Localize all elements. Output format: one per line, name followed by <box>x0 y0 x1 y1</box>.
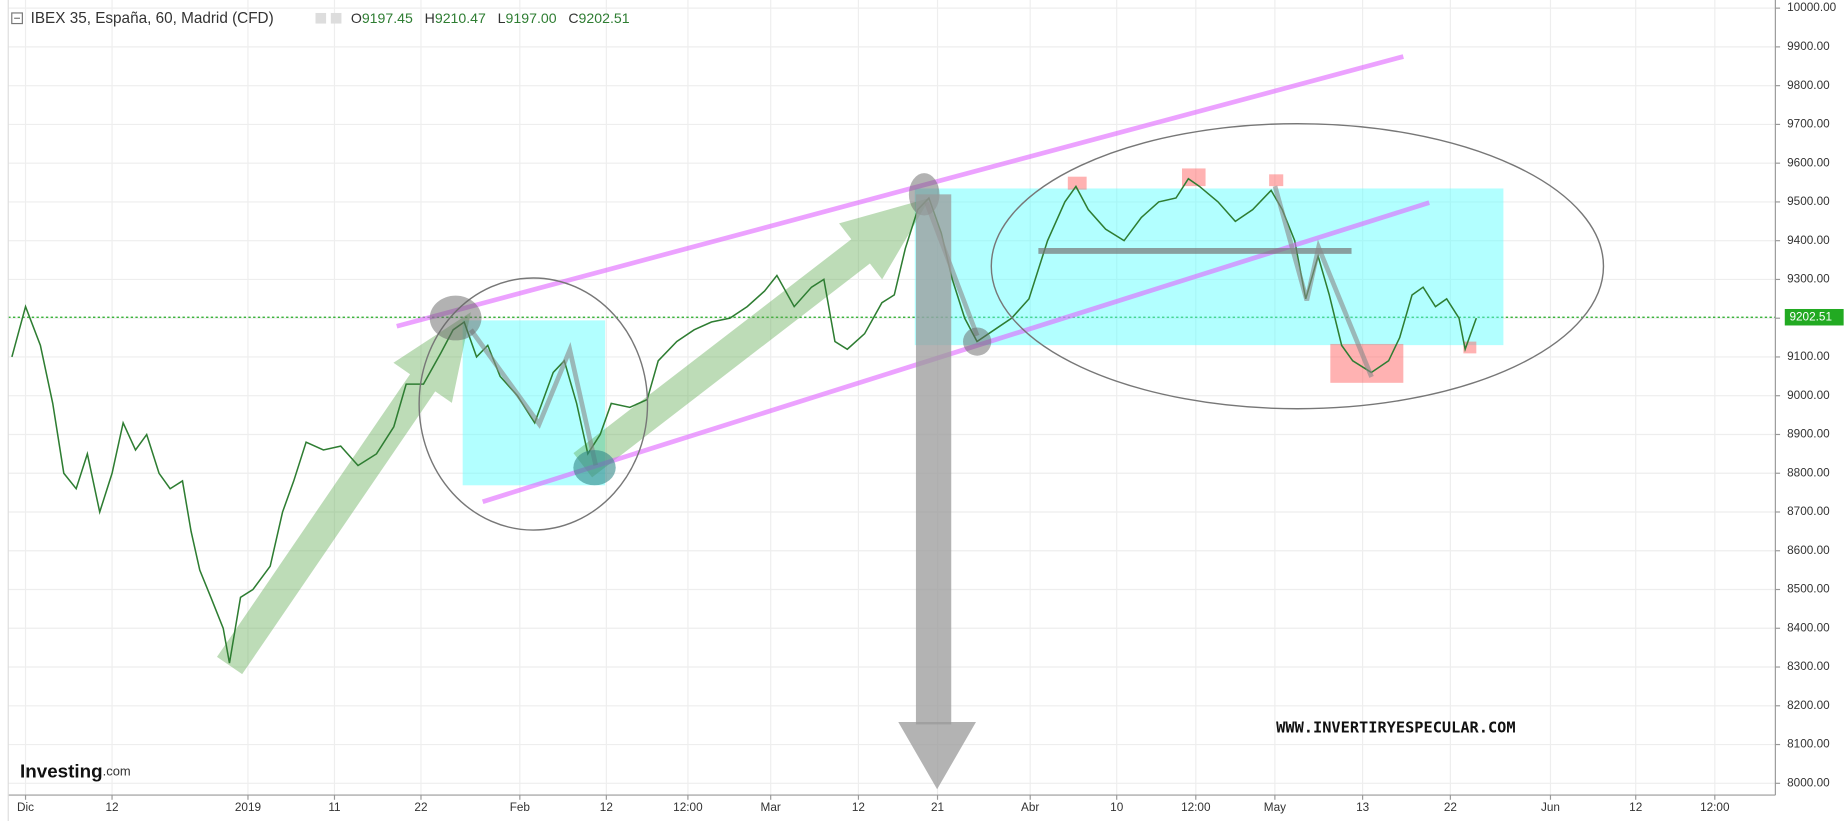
x-tick-label: 10 <box>1110 801 1124 814</box>
x-tick-label: 12 <box>1629 801 1642 814</box>
arrow <box>216 312 471 675</box>
logo-suffix: .com <box>103 764 131 779</box>
y-tick-label: 8300.00 <box>1787 660 1830 673</box>
chart-title: IBEX 35, España, 60, Madrid (CFD) <box>31 10 274 27</box>
x-tick-label: 11 <box>328 801 340 814</box>
ohlc-value: 9197.45 <box>362 10 413 26</box>
toolbar-icon <box>315 12 327 24</box>
series <box>11 177 1478 664</box>
ohlc-item: O9197.45 <box>351 10 413 26</box>
ohlc-value: 9202.51 <box>579 10 630 26</box>
x-tick-label: 22 <box>1444 801 1457 814</box>
grid <box>8 0 1776 796</box>
y-tick-label: 10000.00 <box>1787 1 1837 14</box>
ohlc-item: H9210.47 <box>425 10 486 26</box>
ohlc-key: H <box>425 10 435 26</box>
price-line <box>11 177 1478 664</box>
logo-name: Investing <box>20 761 103 782</box>
arrow-shaft <box>915 194 952 725</box>
marker <box>573 449 616 486</box>
y-tick-label: 8800.00 <box>1787 466 1830 479</box>
x-tick-label: 12:00 <box>1181 801 1211 814</box>
x-tick-label: Abr <box>1021 801 1039 814</box>
last-price-label: 9202.51 <box>1789 310 1832 323</box>
y-tick-label: 9400.00 <box>1787 234 1830 247</box>
box <box>1182 168 1206 187</box>
toolbar-icon <box>330 12 342 24</box>
arrow-head <box>898 722 976 790</box>
y-tick-label: 9700.00 <box>1787 118 1830 131</box>
ohlc-key: O <box>351 10 362 26</box>
y-tick-label: 8000.00 <box>1787 776 1830 789</box>
y-tick-label: 8700.00 <box>1787 505 1830 518</box>
x-tick-label: Feb <box>510 801 531 814</box>
y-tick-label: 9100.00 <box>1787 350 1830 363</box>
x-tick-label: Dic <box>17 801 34 814</box>
box <box>914 188 1504 346</box>
x-tick-label: Jun <box>1541 801 1560 814</box>
path-line <box>1272 185 1374 378</box>
box <box>1269 174 1284 187</box>
marker <box>963 327 992 356</box>
x-tick-label: 12 <box>105 801 118 814</box>
box <box>1067 176 1087 190</box>
last-price-badge <box>1784 308 1844 326</box>
x-tick-label: 2019 <box>235 801 261 814</box>
y-tick-label: 8900.00 <box>1787 428 1830 441</box>
x-tick-label: 13 <box>1356 801 1370 814</box>
ohlc-key: C <box>568 10 578 26</box>
ellipse <box>418 277 649 531</box>
x-tick-label: 21 <box>931 801 944 814</box>
y-tick-label: 8200.00 <box>1787 699 1830 712</box>
y-tick-label: 9800.00 <box>1787 79 1830 92</box>
y-tick-label: 8100.00 <box>1787 738 1830 751</box>
arrow <box>573 197 931 478</box>
annotations <box>396 54 1605 790</box>
y-tick-label: 8400.00 <box>1787 621 1830 634</box>
y-tick-label: 8500.00 <box>1787 583 1830 596</box>
ohlc-value: 9210.47 <box>435 10 486 26</box>
y-tick-label: 9300.00 <box>1787 273 1830 286</box>
y-tick-label: 8600.00 <box>1787 544 1830 557</box>
ohlc-value: 9197.00 <box>506 10 557 26</box>
watermark: WWW.INVERTIRYESPECULAR.COM <box>1276 718 1515 736</box>
ellipse <box>990 122 1605 410</box>
x-tick-label: 12:00 <box>673 801 703 814</box>
ohlc-key: L <box>498 10 506 26</box>
path-line <box>469 328 599 466</box>
x-tick-label: May <box>1264 801 1286 814</box>
marker <box>429 295 482 341</box>
x-tick-label: 12:00 <box>1700 801 1730 814</box>
x-tick-label: 12 <box>600 801 613 814</box>
y-tick-label: 9500.00 <box>1787 195 1830 208</box>
axes: 8000.00 8100.00 8200.00 8300.00 8400.00 8500.… <box>7 0 1844 821</box>
y-tick-label: 9900.00 <box>1787 40 1830 53</box>
ohlc-item: L9197.00 <box>498 10 557 26</box>
ohlc-item: C9202.51 <box>568 10 629 26</box>
box <box>1463 341 1477 354</box>
x-tick-label: 12 <box>852 801 865 814</box>
y-tick-label: 9600.00 <box>1787 156 1830 169</box>
x-tick-label: Mar <box>761 801 781 814</box>
x-tick-label: 22 <box>414 801 427 814</box>
y-tick-label: 9000.00 <box>1787 389 1830 402</box>
logo: Investing.com <box>20 761 131 782</box>
trend-line <box>396 54 1404 329</box>
